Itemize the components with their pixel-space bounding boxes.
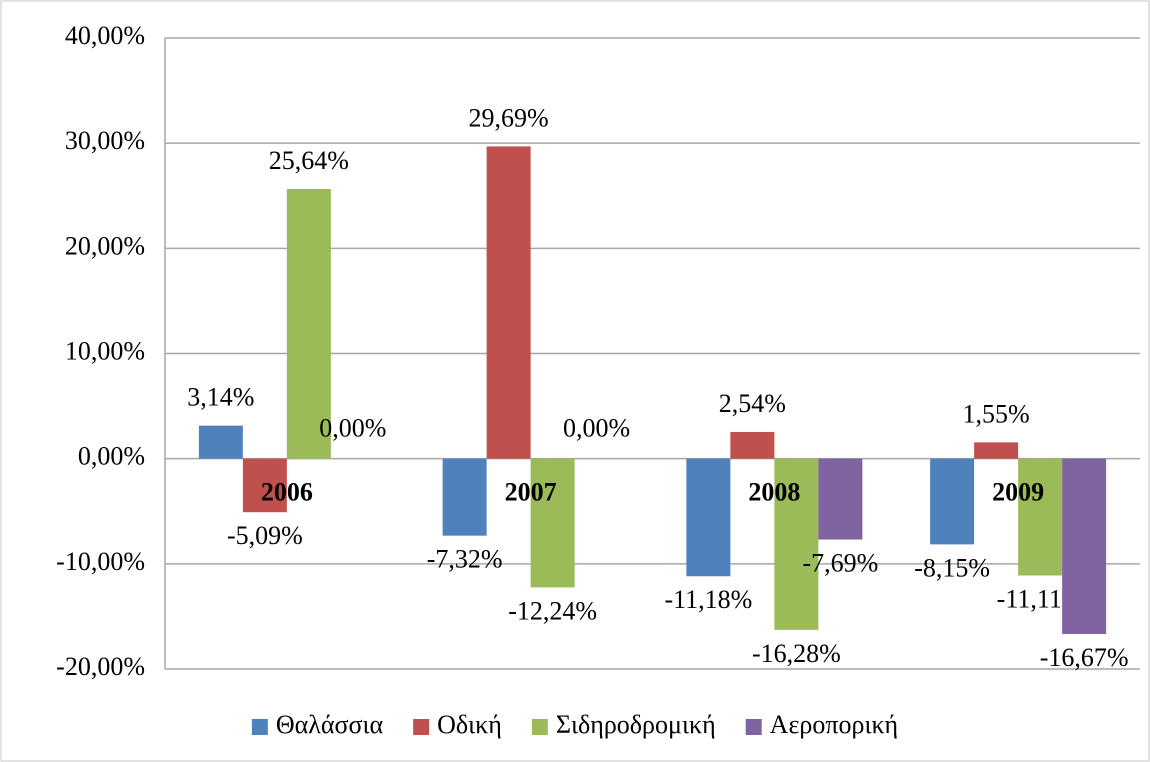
data-label: -16,67% [1040, 643, 1129, 672]
legend-swatch [531, 719, 548, 735]
legend-swatch [251, 719, 268, 735]
data-label: 25,64% [269, 146, 349, 175]
x-tick-label: 2006 [261, 478, 313, 507]
bar [774, 458, 819, 630]
legend-label: Αεροπορική [770, 710, 898, 739]
data-label: -7,69% [802, 549, 878, 578]
data-label: 0,00% [319, 414, 386, 443]
data-label: -8,15% [914, 553, 990, 582]
bar [486, 146, 531, 459]
y-tick-label: -20,00% [56, 652, 145, 681]
legend-label: Θαλάσσια [276, 710, 384, 739]
bar [530, 458, 575, 588]
y-tick-label: -10,00% [56, 547, 145, 576]
y-tick-label: 40,00% [65, 21, 145, 50]
bar [442, 458, 487, 536]
bar [242, 458, 287, 513]
bar [730, 431, 775, 459]
bar [198, 425, 243, 459]
legend-swatch [745, 719, 762, 735]
x-tick-label: 2008 [748, 478, 800, 507]
data-label: 1,55% [963, 399, 1030, 428]
data-label: 29,69% [469, 103, 549, 132]
y-tick-label: 10,00% [65, 336, 145, 365]
data-label: 2,54% [719, 389, 786, 418]
data-label: -12,24% [508, 596, 597, 625]
data-label: 3,14% [187, 383, 254, 412]
x-tick-label: 2007 [505, 478, 557, 507]
data-label: 0,00% [563, 414, 630, 443]
bar [1062, 458, 1107, 634]
bar [818, 458, 863, 540]
bar [286, 189, 331, 459]
y-tick-label: 20,00% [65, 231, 145, 260]
data-label: -7,32% [427, 545, 503, 574]
y-tick-label: 0,00% [78, 442, 145, 471]
x-tick-label: 2009 [992, 478, 1044, 507]
data-label: -5,09% [227, 521, 303, 550]
legend-swatch [413, 719, 430, 735]
bar [1018, 458, 1063, 576]
y-tick-label: 30,00% [65, 126, 145, 155]
bar [974, 442, 1019, 459]
legend-label: Σιδηροδρομική [556, 710, 716, 739]
data-label: -16,28% [752, 639, 841, 668]
bar [930, 458, 975, 545]
legend-label: Οδική [437, 710, 502, 739]
bar [686, 458, 731, 577]
data-label: -11,18% [664, 585, 752, 614]
